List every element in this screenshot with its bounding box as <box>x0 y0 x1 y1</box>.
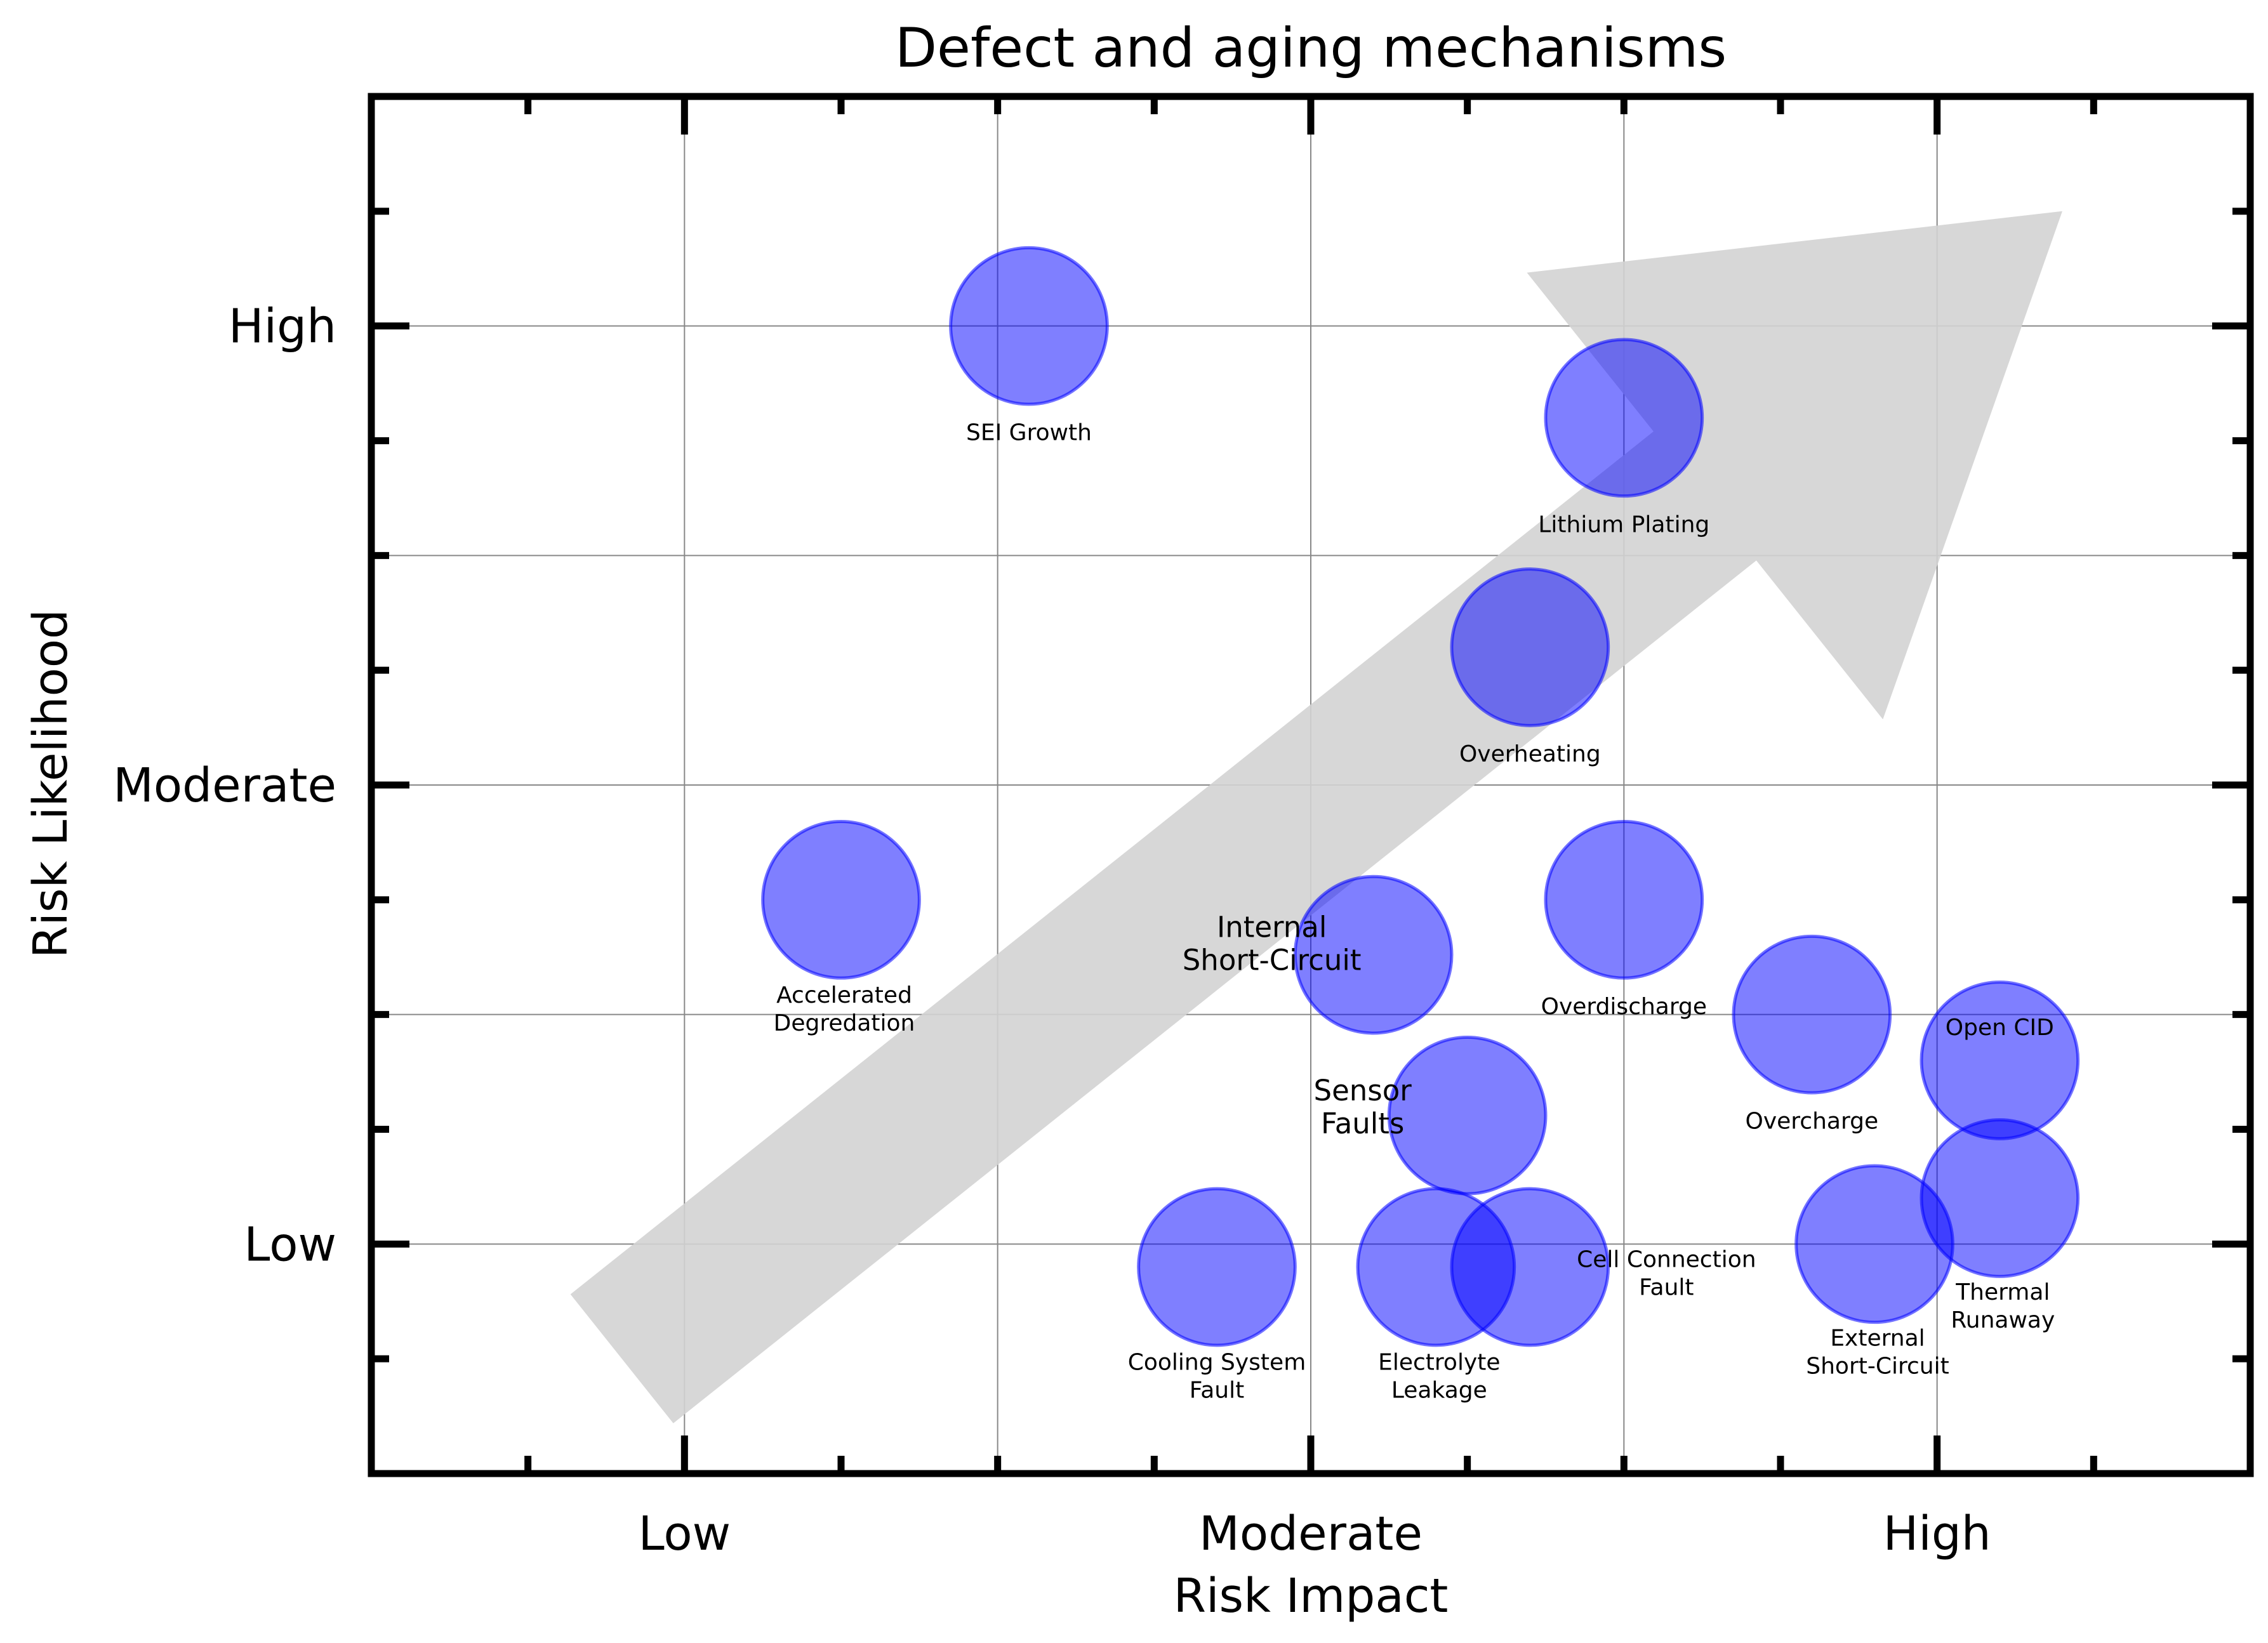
x-tick-label: Moderate <box>1199 1507 1422 1561</box>
point-label: Short-Circuit <box>1183 944 1362 977</box>
point-label: Lithium Plating <box>1538 511 1709 538</box>
point-label: Cell Connection <box>1577 1247 1756 1273</box>
trend-arrow-layer <box>570 211 2063 1423</box>
point-label: Open CID <box>1946 1015 2054 1041</box>
point-label: Overcharge <box>1746 1109 1879 1135</box>
point-label: Cooling System <box>1128 1350 1306 1376</box>
point-label: Electrolyte <box>1378 1350 1500 1376</box>
point-marker <box>1293 874 1454 1035</box>
point-label: External <box>1830 1325 1925 1351</box>
point-marker <box>1544 820 1704 980</box>
point-marker <box>761 820 921 980</box>
point-marker <box>1137 1187 1297 1347</box>
trend-arrow <box>570 211 2063 1423</box>
point-label: Accelerated <box>776 982 912 1008</box>
point-label: Overdischarge <box>1541 994 1707 1020</box>
x-axis-label: Risk Impact <box>1174 1569 1449 1623</box>
point-marker <box>1387 1035 1548 1196</box>
point-label: Faults <box>1321 1107 1404 1140</box>
point-label: Sensor <box>1314 1074 1412 1107</box>
point-label: SEI Growth <box>966 420 1092 446</box>
point-marker <box>1920 980 2080 1140</box>
point-marker <box>1544 338 1704 498</box>
points-layer <box>761 246 2080 1347</box>
point-label: Thermal <box>1955 1279 2050 1305</box>
point-label: Short-Circuit <box>1806 1353 1949 1379</box>
ticks: Low Moderate High Low Moderate High <box>113 96 2250 1561</box>
y-tick-label: Low <box>244 1217 336 1272</box>
point-label: Fault <box>1190 1378 1244 1404</box>
point-marker <box>949 246 1109 406</box>
x-tick-label: Low <box>638 1507 731 1561</box>
point-label: Degredation <box>774 1010 915 1036</box>
point-labels-layer: SEI Growth Lithium Plating Overheating Acce… <box>774 420 2055 1404</box>
point-marker <box>1732 934 1892 1095</box>
y-tick-label: High <box>229 300 336 354</box>
y-tick-label: Moderate <box>113 758 336 813</box>
point-label: Runaway <box>1951 1307 2055 1333</box>
point-marker <box>1794 1164 1954 1324</box>
x-tick-label: High <box>1883 1507 1991 1561</box>
point-label: Fault <box>1639 1275 1694 1301</box>
chart-title: Defect and aging mechanisms <box>895 16 1727 80</box>
point-label: Internal <box>1217 911 1327 944</box>
point-marker <box>1450 567 1610 727</box>
point-label: Leakage <box>1391 1378 1487 1404</box>
y-axis-label: Risk Likelihood <box>23 609 78 958</box>
point-label: Overheating <box>1459 741 1601 767</box>
point-marker <box>1450 1187 1610 1347</box>
